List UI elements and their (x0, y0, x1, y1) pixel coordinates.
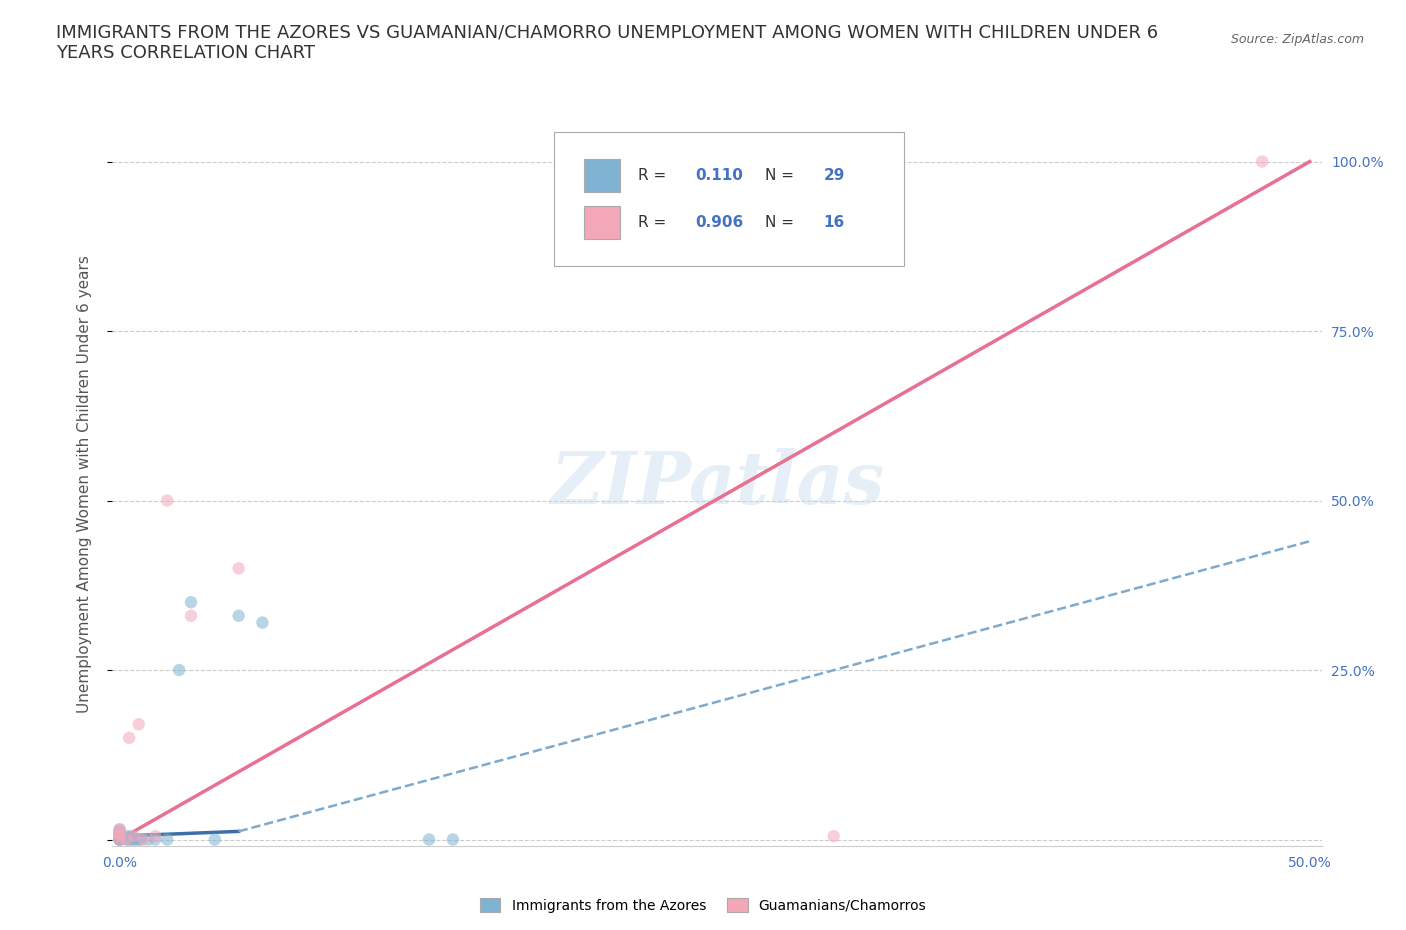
Point (108, 822, 131, 837)
Point (128, 717, 150, 732)
Point (108, 827, 131, 842)
Point (108, 832, 131, 847)
Point (228, 608, 250, 623)
Point (180, 595, 202, 610)
Point (228, 561, 250, 576)
Text: 0.906: 0.906 (696, 215, 744, 230)
Point (132, 832, 155, 847)
Point (122, 832, 145, 847)
Point (128, 832, 150, 847)
Point (418, 832, 440, 847)
Text: R =: R = (638, 167, 672, 183)
Point (823, 829, 845, 844)
Point (143, 832, 166, 847)
Point (108, 825, 131, 840)
Y-axis label: Unemployment Among Women with Children Under 6 years: Unemployment Among Women with Children U… (77, 255, 91, 712)
Point (441, 832, 464, 847)
Text: N =: N = (765, 215, 799, 230)
FancyBboxPatch shape (554, 132, 904, 266)
Text: ZIPatlas: ZIPatlas (550, 448, 884, 519)
Point (108, 832, 131, 847)
Point (118, 730, 141, 745)
Point (122, 829, 145, 844)
Point (121, 829, 143, 844)
Point (108, 824, 131, 839)
Point (108, 832, 131, 847)
FancyBboxPatch shape (583, 159, 620, 192)
Point (115, 832, 138, 847)
Point (108, 825, 131, 840)
Text: Source: ZipAtlas.com: Source: ZipAtlas.com (1230, 33, 1364, 46)
Point (252, 615, 274, 630)
Point (167, 662, 190, 677)
Text: N =: N = (765, 167, 799, 183)
Point (121, 832, 143, 847)
Point (108, 829, 131, 844)
Point (108, 827, 131, 842)
Point (108, 829, 131, 844)
Point (129, 832, 152, 847)
Text: 0.110: 0.110 (696, 167, 744, 183)
Point (180, 608, 202, 623)
Point (125, 832, 148, 847)
Point (156, 832, 179, 847)
Point (108, 832, 131, 847)
Text: IMMIGRANTS FROM THE AZORES VS GUAMANIAN/CHAMORRO UNEMPLOYMENT AMONG WOMEN WITH C: IMMIGRANTS FROM THE AZORES VS GUAMANIAN/… (56, 23, 1159, 62)
Point (108, 822, 131, 837)
Point (1251, 154, 1274, 169)
Point (118, 832, 141, 847)
Point (108, 829, 131, 844)
Point (115, 829, 138, 844)
Point (136, 832, 159, 847)
Text: R =: R = (638, 215, 672, 230)
Legend: Immigrants from the Azores, Guamanians/Chamorros: Immigrants from the Azores, Guamanians/C… (474, 893, 932, 919)
Text: 16: 16 (824, 215, 845, 230)
FancyBboxPatch shape (583, 206, 620, 239)
Point (204, 832, 226, 847)
Point (108, 832, 131, 847)
Point (156, 493, 179, 508)
Text: 29: 29 (824, 167, 845, 183)
Point (143, 829, 166, 844)
Point (115, 832, 138, 847)
